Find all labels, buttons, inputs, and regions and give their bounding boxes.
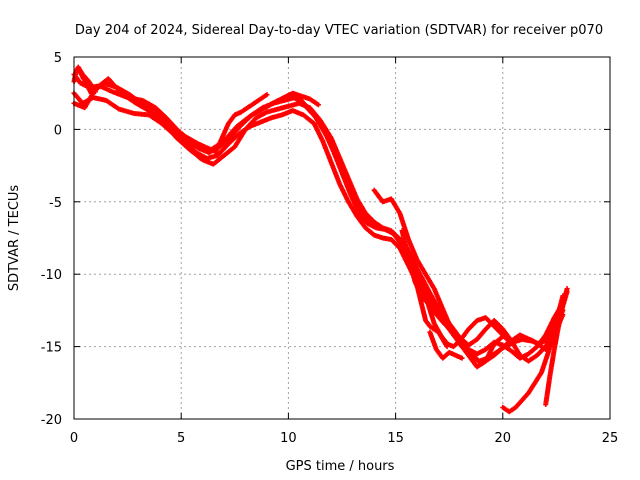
- x-tick-label: 15: [387, 431, 404, 446]
- y-tick-label: 5: [54, 51, 62, 66]
- y-tick-label: 0: [54, 123, 62, 138]
- series-track-13: [264, 90, 321, 109]
- data-point: [315, 102, 321, 108]
- series-track-7: [410, 264, 450, 350]
- series-track-10: [543, 289, 570, 408]
- plot-frame: [73, 56, 611, 420]
- y-tick-label: -10: [41, 268, 62, 283]
- series-track-11: [71, 64, 98, 95]
- x-tick-label: 0: [70, 431, 78, 446]
- data-point: [564, 289, 570, 295]
- y-tick-label: -15: [41, 341, 62, 356]
- data-point: [459, 355, 465, 361]
- series-track-2: [71, 90, 566, 361]
- x-tick-label: 5: [177, 431, 185, 446]
- data-point: [264, 92, 270, 98]
- x-tick-label: 20: [495, 431, 512, 446]
- y-tick-label: -5: [49, 196, 62, 211]
- data-point: [508, 341, 514, 347]
- series-track-5: [371, 187, 506, 370]
- axis-ticks: 0 5 10 15 20 25 -20 -15 -10 -5 0 5: [41, 51, 619, 446]
- y-axis-title: SDTVAR / TECUs: [7, 185, 22, 292]
- x-tick-label: 25: [602, 431, 619, 446]
- y-tick-label: -20: [41, 413, 62, 428]
- x-axis-title: GPS time / hours: [286, 459, 395, 474]
- series-track-12: [146, 103, 210, 164]
- data-point: [444, 344, 450, 350]
- series-track-8: [213, 92, 270, 156]
- data-point: [92, 89, 98, 95]
- chart-title: Day 204 of 2024, Sidereal Day-to-day VTE…: [75, 23, 603, 38]
- x-tick-label: 10: [280, 431, 297, 446]
- data-point: [204, 158, 210, 164]
- series-track-14: [427, 329, 465, 361]
- data-marks: [71, 64, 570, 415]
